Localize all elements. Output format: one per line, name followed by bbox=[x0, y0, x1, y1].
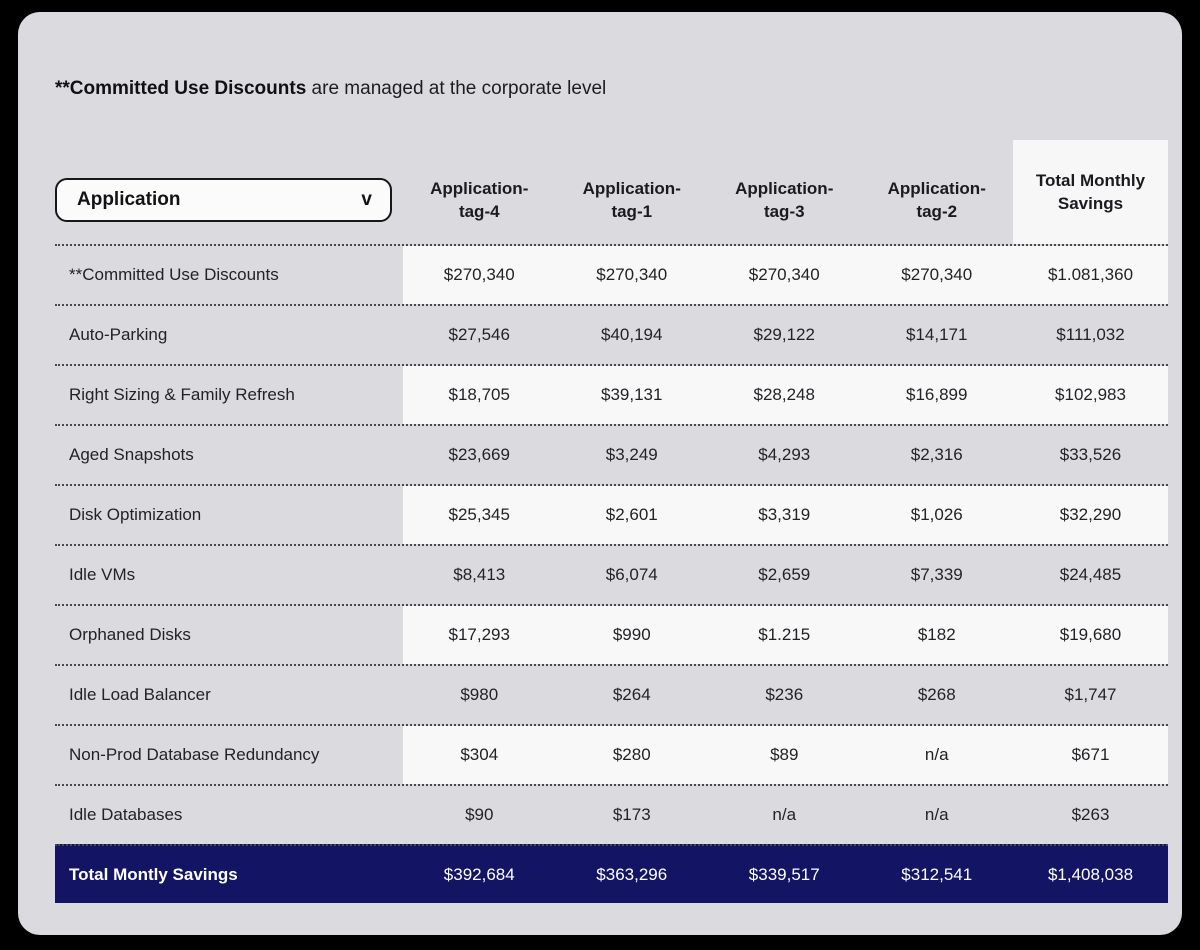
column-header-total-monthly-savings: Total Monthly Savings bbox=[1013, 140, 1168, 244]
row-label: Idle Load Balancer bbox=[69, 685, 211, 704]
chevron-down-icon: v bbox=[361, 189, 372, 210]
total-row-label: Total Montly Savings bbox=[69, 864, 238, 884]
row-value: $4,293 bbox=[758, 445, 811, 464]
row-label: **Committed Use Discounts bbox=[69, 265, 279, 284]
row-value: $102,983 bbox=[1013, 366, 1168, 424]
row-value: $671 bbox=[1013, 726, 1168, 784]
row-label: Right Sizing & Family Refresh bbox=[69, 385, 295, 404]
table-row: Orphaned Disks $17,293 $990 $1.215 $182 $19,6… bbox=[55, 604, 1168, 664]
row-value: $18,705 bbox=[403, 366, 556, 424]
row-value: $7,339 bbox=[910, 565, 963, 584]
total-row-value: $339,517 bbox=[748, 864, 820, 884]
table-row: Idle Load Balancer $980 $264 $236 $268 $1,747 bbox=[55, 664, 1168, 724]
row-label: Aged Snapshots bbox=[69, 445, 194, 464]
row-value: $25,345 bbox=[403, 486, 556, 544]
table-row: **Committed Use Discounts $270,340 $270,34… bbox=[55, 244, 1168, 304]
total-row: Total Montly Savings $392,684 $363,296 $33… bbox=[55, 844, 1168, 903]
row-value: $1,747 bbox=[1064, 685, 1117, 704]
column-header-application-tag-4: Application- tag-4 bbox=[430, 179, 529, 221]
row-value: n/a bbox=[924, 805, 949, 824]
row-value: $1.215 bbox=[708, 606, 861, 664]
row-value: $27,546 bbox=[448, 325, 510, 344]
total-row-value: $392,684 bbox=[443, 864, 515, 884]
row-value: $8,413 bbox=[453, 565, 506, 584]
total-row-value: $1,408,038 bbox=[1047, 864, 1134, 884]
row-value: $264 bbox=[612, 685, 651, 704]
row-value: $1.081,360 bbox=[1013, 246, 1168, 304]
application-filter-dropdown[interactable]: Application v bbox=[55, 178, 392, 222]
note: **Committed Use Discounts are managed at… bbox=[55, 76, 1168, 102]
row-label: Disk Optimization bbox=[69, 505, 202, 524]
total-row-value: $363,296 bbox=[596, 864, 668, 884]
row-value: $16,899 bbox=[860, 366, 1013, 424]
table-row: Right Sizing & Family Refresh $18,705 $39,… bbox=[55, 364, 1168, 424]
row-label: Auto-Parking bbox=[69, 325, 168, 344]
row-value: $270,340 bbox=[860, 246, 1013, 304]
row-label: Idle VMs bbox=[69, 565, 136, 584]
row-value: $173 bbox=[612, 805, 651, 824]
total-row-value: $312,541 bbox=[901, 864, 973, 884]
row-value: $304 bbox=[403, 726, 556, 784]
row-value: $2,316 bbox=[910, 445, 963, 464]
row-label: Idle Databases bbox=[69, 805, 183, 824]
column-header-application-tag-2: Application- tag-2 bbox=[887, 179, 986, 221]
table-row: Disk Optimization $25,345 $2,601 $3,319 $1,0… bbox=[55, 484, 1168, 544]
row-value: $3,249 bbox=[605, 445, 658, 464]
row-value: $270,340 bbox=[708, 246, 861, 304]
row-value: $270,340 bbox=[555, 246, 708, 304]
table-row: Non-Prod Database Redundancy $304 $280 $89 n… bbox=[55, 724, 1168, 784]
filter-cell: Application v bbox=[55, 156, 403, 244]
row-value: n/a bbox=[772, 805, 797, 824]
row-value: $2,601 bbox=[555, 486, 708, 544]
row-value: $24,485 bbox=[1059, 565, 1122, 584]
row-value: $990 bbox=[555, 606, 708, 664]
table-header-row: Application v Application- tag-4 Applica… bbox=[55, 140, 1168, 244]
row-value: $90 bbox=[465, 805, 494, 824]
row-label: Orphaned Disks bbox=[69, 625, 191, 644]
row-value: $39,131 bbox=[555, 366, 708, 424]
row-value: $3,319 bbox=[708, 486, 861, 544]
row-value: $29,122 bbox=[753, 325, 815, 344]
table-body: **Committed Use Discounts $270,340 $270,34… bbox=[55, 244, 1168, 844]
table-row: Aged Snapshots $23,669 $3,249 $4,293 $2,316 $… bbox=[55, 424, 1168, 484]
row-label: Non-Prod Database Redundancy bbox=[69, 745, 320, 764]
dropdown-selected-value: Application bbox=[77, 189, 181, 210]
table-row: Idle VMs $8,413 $6,074 $2,659 $7,339 $24,485 bbox=[55, 544, 1168, 604]
note-rest: are managed at the corporate level bbox=[306, 78, 607, 99]
table-row: Auto-Parking $27,546 $40,194 $29,122 $14,171… bbox=[55, 304, 1168, 364]
row-value: $2,659 bbox=[758, 565, 811, 584]
table-row: Idle Databases $90 $173 n/a n/a $263 bbox=[55, 784, 1168, 844]
row-value: $40,194 bbox=[601, 325, 663, 344]
page-card: **Committed Use Discounts are managed at… bbox=[18, 12, 1182, 935]
row-value: n/a bbox=[860, 726, 1013, 784]
row-value: $23,669 bbox=[448, 445, 510, 464]
savings-table: Application v Application- tag-4 Applica… bbox=[55, 140, 1168, 903]
row-value: $268 bbox=[917, 685, 956, 704]
row-value: $263 bbox=[1071, 805, 1110, 824]
row-value: $33,526 bbox=[1059, 445, 1122, 464]
column-header-application-tag-1: Application- tag-1 bbox=[582, 179, 681, 221]
row-value: $270,340 bbox=[403, 246, 556, 304]
row-value: $17,293 bbox=[403, 606, 556, 664]
row-value: $1,026 bbox=[860, 486, 1013, 544]
row-value: $32,290 bbox=[1013, 486, 1168, 544]
row-value: $6,074 bbox=[605, 565, 658, 584]
row-value: $19,680 bbox=[1013, 606, 1168, 664]
row-value: $280 bbox=[555, 726, 708, 784]
row-value: $28,248 bbox=[708, 366, 861, 424]
row-value: $14,171 bbox=[906, 325, 968, 344]
note-bold: **Committed Use Discounts bbox=[55, 78, 307, 99]
row-value: $111,032 bbox=[1056, 325, 1125, 344]
row-value: $236 bbox=[765, 685, 804, 704]
row-value: $980 bbox=[460, 685, 499, 704]
column-header-application-tag-3: Application- tag-3 bbox=[735, 179, 834, 221]
row-value: $182 bbox=[860, 606, 1013, 664]
row-value: $89 bbox=[708, 726, 861, 784]
